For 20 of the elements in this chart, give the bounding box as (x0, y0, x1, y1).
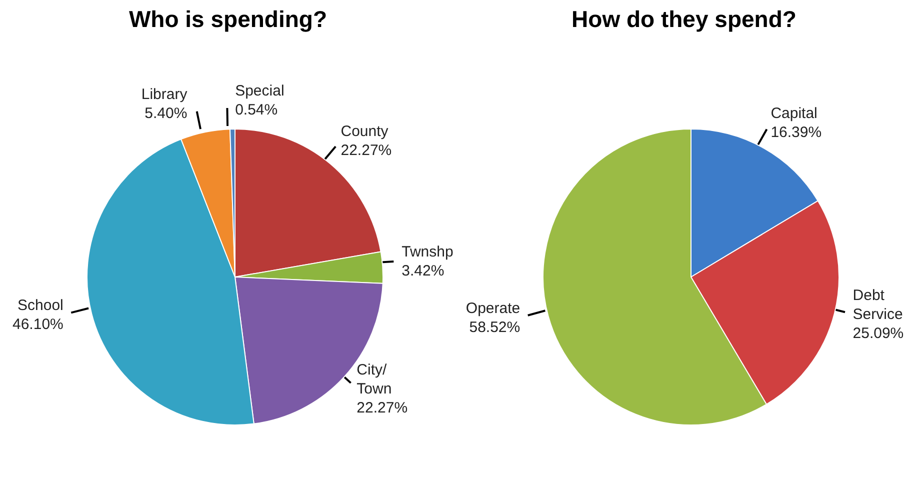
data-label: 16.39% (770, 124, 822, 141)
slice-label: Twnshp (402, 243, 454, 260)
data-label: 22.27% (340, 142, 392, 159)
slice-label: Debt Service (852, 287, 903, 324)
data-label: 3.42% (402, 262, 444, 280)
slice-label: County (340, 122, 389, 140)
slice-label: Library (141, 86, 188, 104)
data-label: 5.40% (144, 105, 188, 122)
slice-label: Special (235, 82, 284, 100)
chart-title: How do they spend? (570, 6, 798, 33)
slice-label: Operate (466, 300, 520, 317)
slice-label: Capital (770, 104, 818, 122)
slice-label: School (18, 297, 64, 314)
chart-title: Who is spending? (128, 6, 328, 33)
data-label: 25.09% (852, 325, 904, 342)
data-label: 46.10% (12, 316, 64, 334)
data-label: 22.27% (356, 399, 408, 416)
slice-label: City/ Town (356, 361, 392, 398)
data-label: 0.54% (235, 102, 278, 119)
data-label: 58.52% (469, 318, 520, 336)
